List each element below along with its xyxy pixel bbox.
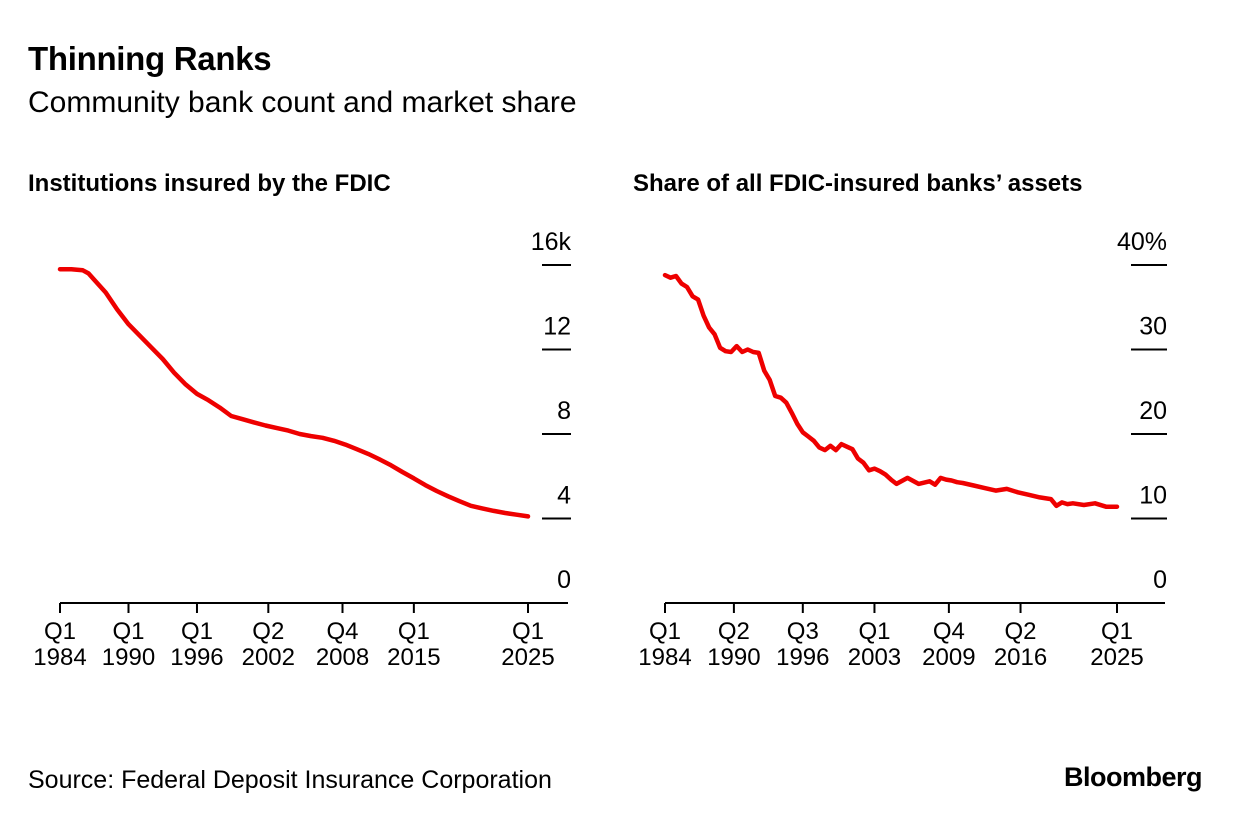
x-tick-label-year: 2003 <box>848 644 901 671</box>
x-tick-label-quarter: Q1 <box>398 618 430 645</box>
x-tick-label-quarter: Q1 <box>858 618 890 645</box>
series-line-1 <box>57 266 531 519</box>
y-tick-label: 20 <box>1139 397 1167 425</box>
source-note: Source: Federal Deposit Insurance Corpor… <box>28 766 552 794</box>
panel-title-institutions: Institutions insured by the FDIC <box>28 170 391 197</box>
y-tick-label: 0 <box>1153 566 1167 594</box>
x-tick-label-quarter: Q2 <box>718 618 750 645</box>
x-tick-label-year: 1984 <box>33 644 86 671</box>
chart-subtitle: Community bank count and market share <box>28 86 577 119</box>
x-tick-label-year: 1984 <box>638 644 691 671</box>
y-tick-label: 0 <box>557 566 571 594</box>
x-tick-label-quarter: Q3 <box>787 618 819 645</box>
x-tick-label-year: 2025 <box>1090 644 1143 671</box>
y-tick-label: 10 <box>1139 482 1167 510</box>
x-tick-label-quarter: Q1 <box>512 618 544 645</box>
y-tick-label: 12 <box>543 313 571 341</box>
x-tick-label-quarter: Q1 <box>112 618 144 645</box>
x-tick-label-year: 2025 <box>501 644 554 671</box>
chart-panel-1: 0481216kQ11984Q11990Q11996Q22002Q42008Q1… <box>33 228 571 671</box>
x-tick-label-quarter: Q1 <box>649 618 681 645</box>
x-tick-label-quarter: Q2 <box>1005 618 1037 645</box>
x-tick-label-year: 1990 <box>102 644 155 671</box>
series-line-2 <box>662 272 1120 509</box>
x-tick-label-quarter: Q1 <box>181 618 213 645</box>
chart-title: Thinning Ranks <box>28 40 272 77</box>
y-tick-label: 8 <box>557 397 571 425</box>
x-tick-label-quarter: Q1 <box>1101 618 1133 645</box>
x-tick-label-year: 1990 <box>707 644 760 671</box>
y-tick-label: 40% <box>1117 228 1167 256</box>
x-tick-label-year: 2002 <box>242 644 295 671</box>
x-tick-label-quarter: Q4 <box>327 618 359 645</box>
x-tick-label-quarter: Q4 <box>933 618 965 645</box>
y-tick-label: 30 <box>1139 313 1167 341</box>
x-tick-label-quarter: Q2 <box>252 618 284 645</box>
x-tick-label-year: 2015 <box>387 644 440 671</box>
bloomberg-logo: Bloomberg <box>1063 762 1203 792</box>
x-tick-label-quarter: Q1 <box>44 618 76 645</box>
x-tick-label-year: 2009 <box>922 644 975 671</box>
x-tick-label-year: 1996 <box>776 644 829 671</box>
x-tick-label-year: 1996 <box>170 644 223 671</box>
panel-title-asset-share: Share of all FDIC-insured banks’ assets <box>633 170 1083 197</box>
chart-panel-2: 010203040%Q11984Q21990Q31996Q12003Q42009… <box>638 228 1167 671</box>
y-tick-label: 4 <box>557 482 571 510</box>
x-tick-label-year: 2016 <box>994 644 1047 671</box>
y-tick-label: 16k <box>531 228 572 256</box>
x-tick-label-year: 2008 <box>316 644 369 671</box>
